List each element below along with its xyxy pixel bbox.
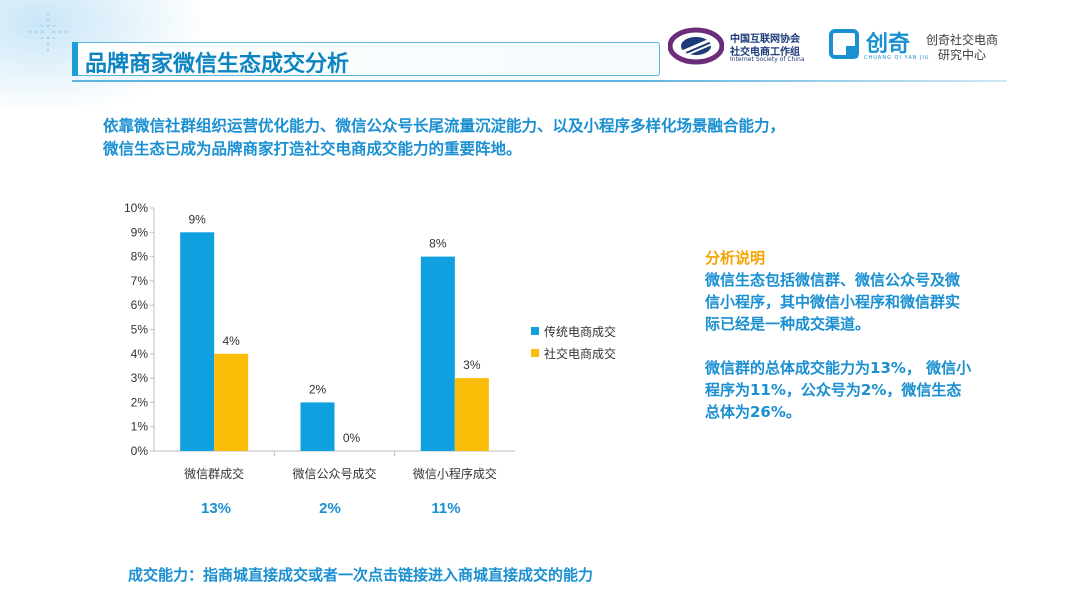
intro-line-1: 依靠微信社群组织运营优化能力、微信公众号长尾流量沉淀能力、以及小程序多样化场景融…: [103, 117, 786, 135]
bar-social: [214, 353, 249, 451]
data-label: 2%: [309, 382, 327, 396]
data-label: 9%: [188, 212, 206, 226]
analysis-spacer: [705, 335, 1025, 357]
isc-english-name: Internet Society of China: [730, 56, 805, 63]
y-tick-label: 7%: [131, 274, 149, 288]
y-tick-label: 3%: [131, 371, 149, 385]
intro-line-2: 微信生态已成为品牌商家打造社交电商成交能力的重要阵地。: [103, 140, 522, 158]
y-tick-label: 9%: [131, 225, 149, 239]
analysis-line-1: 微信生态包括微信群、微信公众号及微: [705, 271, 961, 289]
y-tick-label: 4%: [131, 347, 149, 361]
isc-name-line1: 中国互联网协会: [730, 34, 800, 45]
bar-traditional: [300, 402, 335, 451]
isc-emblem-icon: [667, 27, 725, 65]
data-label: 0%: [343, 431, 361, 445]
bar-traditional: [420, 256, 455, 451]
intro-text: 依靠微信社群组织运营优化能力、微信公众号长尾流量沉淀能力、以及小程序多样化场景融…: [103, 115, 943, 161]
bar-social: [454, 378, 489, 451]
analysis-line-4: 微信群的总体成交能力为13%， 微信小: [705, 359, 972, 377]
x-category-label: 微信小程序成交: [413, 466, 497, 481]
x-category-label: 微信公众号成交: [292, 466, 376, 481]
legend-item-social: 社交电商成交: [531, 342, 616, 364]
title-accent: [72, 42, 78, 76]
y-tick-label: 10%: [124, 201, 148, 215]
chuangqi-emblem-icon: [829, 29, 859, 59]
data-label: 3%: [463, 358, 481, 372]
legend-swatch-social: [531, 349, 539, 357]
data-label: 4%: [222, 334, 240, 348]
isc-logo: 中国互联网协会 社交电商工作组 Internet Society of Chin…: [667, 26, 818, 68]
legend-swatch-traditional: [531, 327, 539, 335]
y-tick-label: 2%: [131, 395, 149, 409]
title-bar: 品牌商家微信生态成交分析: [72, 42, 660, 77]
analysis-line-5: 程序为11%，公众号为2%，微信生态: [705, 381, 962, 399]
analysis-heading: 分析说明: [705, 249, 766, 267]
analysis-line-3: 际已经是一种成交渠道。: [705, 315, 871, 333]
y-tick-label: 1%: [131, 420, 149, 434]
chart-legend: 传统电商成交 社交电商成交: [531, 320, 616, 364]
corner-dots-icon: [28, 12, 68, 52]
chuangqi-name-line1: 创奇社交电商: [926, 33, 999, 47]
chuangqi-brand: 创奇: [866, 32, 911, 57]
x-category-label: 微信群成交: [184, 466, 244, 481]
header-divider: [72, 80, 1007, 82]
chuangqi-pinyin: CHUANG QI YAN JIU: [864, 55, 930, 61]
legend-label-traditional: 传统电商成交: [544, 324, 617, 339]
total-wechat-group: 13%: [200, 500, 232, 517]
analysis-line-2: 信小程序，其中微信小程序和微信群实: [705, 293, 961, 311]
legend-item-traditional: 传统电商成交: [531, 320, 616, 342]
y-tick-label: 6%: [131, 298, 149, 312]
legend-label-social: 社交电商成交: [544, 346, 617, 361]
total-official-account: 2%: [319, 500, 341, 517]
analysis-line-6: 总体为26%。: [705, 403, 801, 421]
y-tick-label: 5%: [131, 323, 149, 337]
page-title: 品牌商家微信生态成交分析: [85, 52, 350, 77]
bar-chart: 0% 1% 2% 3% 4% 5% 6% 7% 8% 9% 10% 9% 4% 微信群成交 2% 0% 微信公众…: [124, 201, 515, 481]
chuangqi-name-line2: 研究中心: [938, 48, 987, 62]
analysis-panel: 分析说明 微信生态包括微信群、微信公众号及微 信小程序，其中微信小程序和微信群实…: [705, 247, 1025, 423]
data-label: 8%: [429, 237, 447, 251]
chuangqi-logo: 创奇 CHUANG QI YAN JIU 创奇社交电商 研究中心: [828, 28, 1008, 68]
y-tick-label: 0%: [131, 444, 149, 458]
footer-note: 成交能力：指商城直接成交或者一次点击链接进入商城直接成交的能力: [128, 566, 594, 584]
bar-traditional: [180, 232, 215, 451]
isc-name-line2: 社交电商工作组: [730, 47, 800, 58]
y-tick-label: 8%: [131, 250, 149, 264]
total-mini-program: 11%: [431, 500, 461, 517]
